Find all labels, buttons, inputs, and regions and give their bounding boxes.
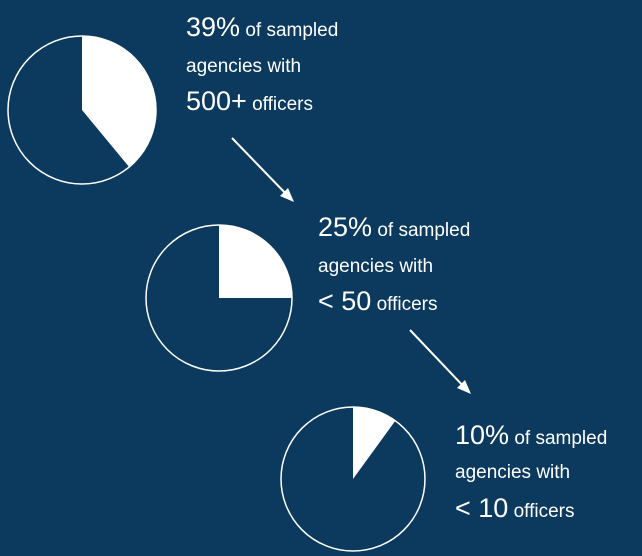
group-label: < 10 [455,493,508,523]
caption-line: of sampled [514,428,607,449]
caption: 500+ officers [186,86,313,116]
pie-slice [219,225,292,298]
caption: < 50 officers [318,286,438,316]
caption-line: of sampled [245,20,338,41]
arrow [409,329,468,391]
group-label: 500+ [186,86,247,116]
caption: < 10 officers [455,493,575,523]
unit-label: officers [514,501,575,522]
caption: 10% of sampled [455,420,607,450]
value-label: 25% [318,212,372,242]
value-label: 39% [186,12,240,42]
arrow [231,137,291,199]
pie-slice [353,407,396,479]
caption: 39% of sampled [186,12,338,42]
caption-line: agencies with [318,256,433,277]
value-label: 10% [455,420,509,450]
group-label: < 50 [318,286,371,316]
caption: 25% of sampled [318,212,470,242]
caption-line: of sampled [377,220,470,241]
caption-line: agencies with [186,56,301,77]
pie-slice [82,36,156,168]
unit-label: officers [377,294,438,315]
caption-line: agencies with [455,462,570,483]
arrow-head [280,188,294,202]
arrow-head [457,380,471,394]
unit-label: officers [252,94,313,115]
